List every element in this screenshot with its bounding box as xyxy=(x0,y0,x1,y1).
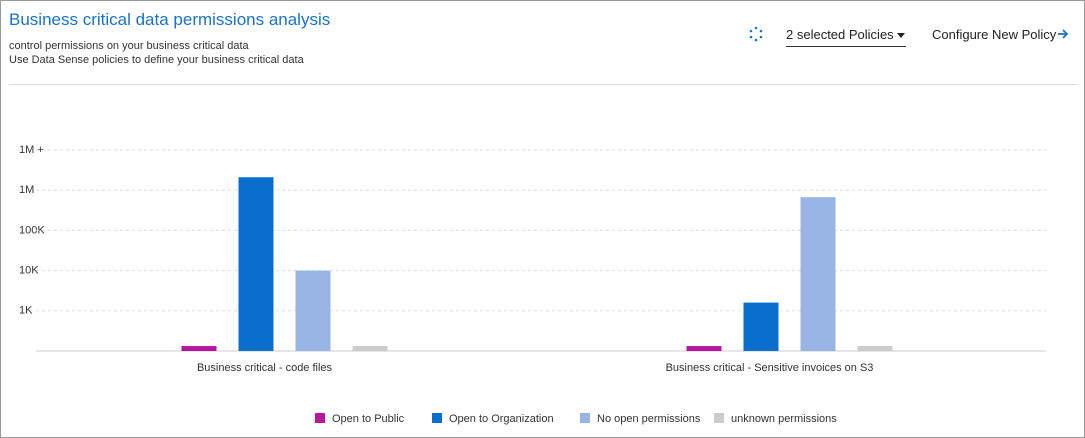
bar xyxy=(181,346,217,351)
legend-label: Open to Organization xyxy=(449,413,554,425)
legend-label: unknown permissions xyxy=(731,413,837,425)
legend-label: No open permissions xyxy=(597,413,701,425)
bar xyxy=(295,270,331,351)
spinner-icon xyxy=(749,26,763,42)
y-tick-label: 100K xyxy=(19,224,45,236)
bar xyxy=(857,346,893,351)
policy-dropdown[interactable]: 2 selected Policies xyxy=(786,27,906,47)
bar xyxy=(352,346,388,351)
legend-swatch xyxy=(580,413,590,423)
legend-swatch xyxy=(432,413,442,423)
dropdown-caret xyxy=(897,33,905,38)
legend-swatch xyxy=(714,413,724,423)
configure-link[interactable]: Configure New Policy xyxy=(932,27,1057,42)
bar xyxy=(800,197,836,351)
y-tick-label: 1K xyxy=(19,305,33,317)
y-tick-label: 10K xyxy=(19,265,39,277)
y-tick-label: 1M xyxy=(19,184,34,196)
x-tick-label: Business critical - Sensitive invoices o… xyxy=(666,362,874,374)
legend-swatch xyxy=(315,413,325,423)
arrow-icon xyxy=(1058,29,1069,39)
widget-title: Business critical data permissions analy… xyxy=(9,10,331,29)
y-tick-label: 1M + xyxy=(19,144,44,156)
bar xyxy=(686,346,722,351)
x-tick-label: Business critical - code files xyxy=(197,362,333,374)
divider xyxy=(9,84,1077,85)
subtitle: control permissions on your business cri… xyxy=(9,40,249,52)
subtitle: Use Data Sense policies to define your b… xyxy=(9,54,304,66)
legend-label: Open to Public xyxy=(332,413,405,425)
bar xyxy=(238,177,274,351)
bar xyxy=(743,302,779,351)
